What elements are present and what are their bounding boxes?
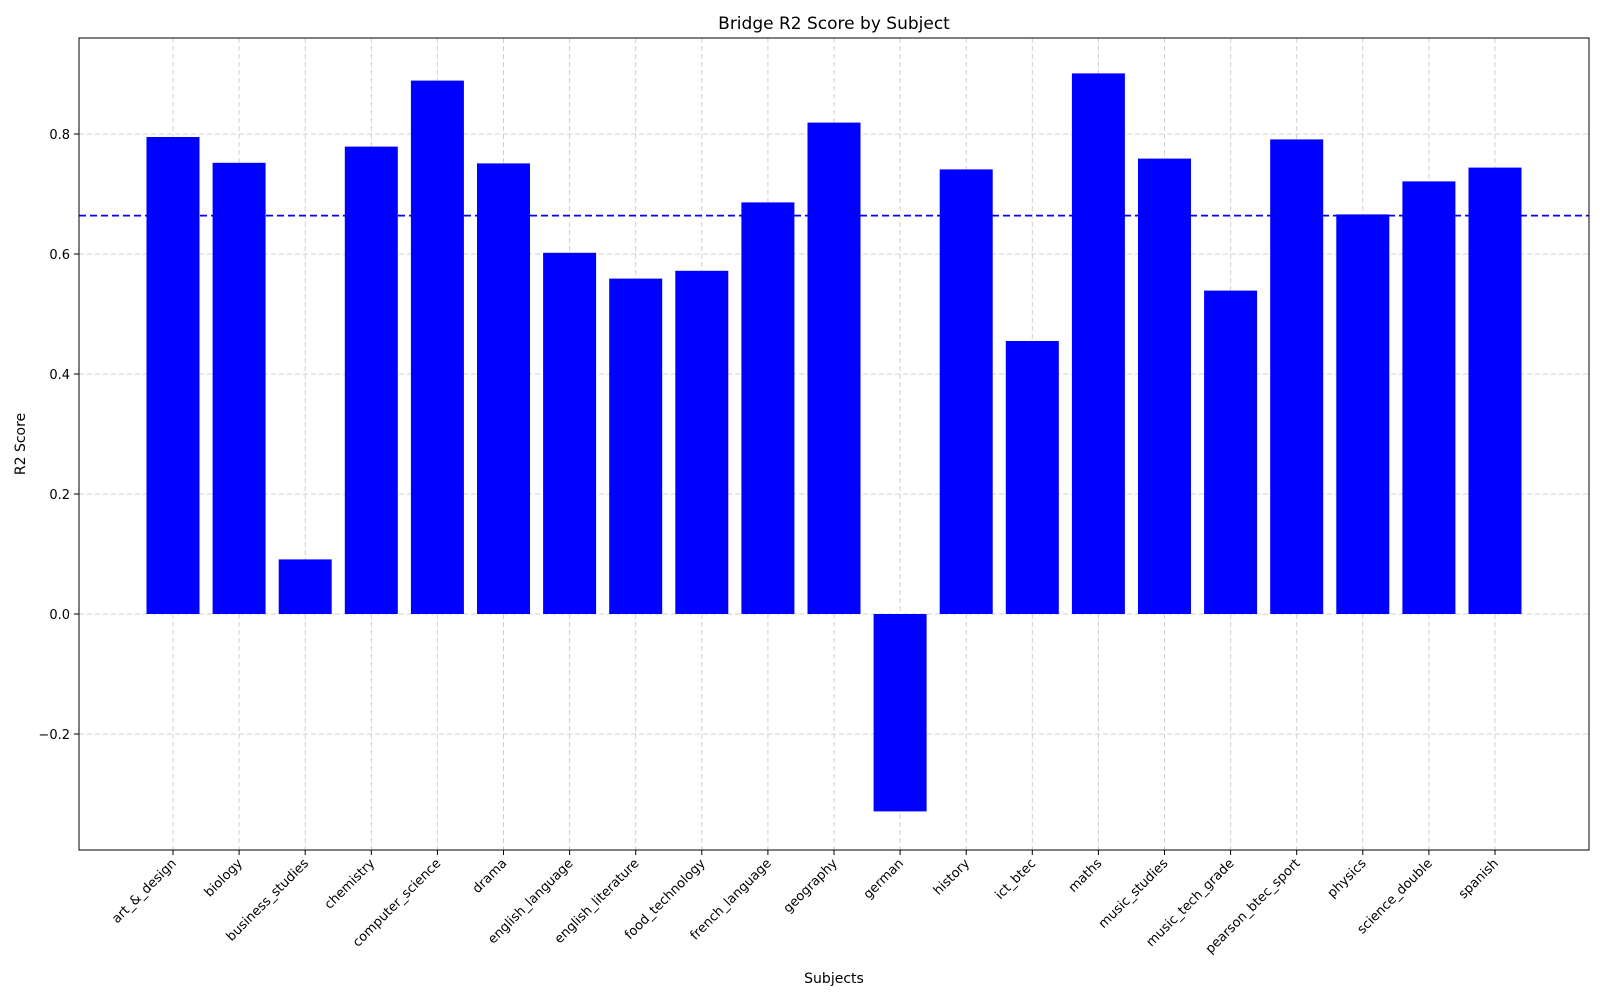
x-tick-label: physics (1325, 856, 1370, 901)
bar-maths (1071, 73, 1125, 614)
bar-art_&_design (146, 137, 200, 614)
x-tick-label: german (861, 856, 907, 902)
bar-spanish (1468, 167, 1522, 614)
x-tick-label: music_studies (1096, 856, 1172, 932)
bar-food_technology (675, 270, 729, 614)
x-tick-label: art_&_design (109, 856, 179, 926)
bar-english_language (543, 252, 597, 615)
bar-physics (1336, 214, 1390, 614)
y-tick-label: 0.0 (49, 608, 70, 623)
x-tick-label: ict_btec (993, 856, 1040, 903)
bar-computer_science (410, 80, 464, 615)
y-tick-label: 0.6 (49, 248, 70, 263)
bar-ict_btec (1005, 341, 1059, 614)
bar-french_language (741, 202, 795, 614)
x-tick-label: drama (470, 856, 510, 896)
chart-title: Bridge R2 Score by Subject (718, 14, 950, 34)
bar-business_studies (278, 559, 332, 614)
x-tick-label: history (931, 856, 973, 898)
bar-english_literature (609, 278, 663, 614)
y-tick-label: 0.4 (49, 368, 70, 383)
bar-music_tech_grade (1204, 290, 1258, 614)
bar-pearson_btec_sport (1270, 139, 1324, 614)
x-tick-label: maths (1066, 856, 1106, 896)
bar-geography (807, 122, 861, 614)
bar-music_studies (1138, 158, 1191, 614)
bar-german (873, 614, 927, 812)
x-axis-label: Subjects (804, 971, 864, 987)
y-tick-label: −0.2 (38, 728, 70, 743)
y-axis-ticks: −0.2 0.0 0.2 0.4 0.6 0.8 (38, 128, 79, 743)
x-tick-label: biology (202, 856, 246, 900)
bar-history (939, 169, 993, 614)
y-axis-label: R2 Score (13, 413, 29, 475)
bar-science_double (1402, 181, 1456, 614)
y-tick-label: 0.8 (49, 128, 70, 143)
x-tick-label: spanish (1456, 856, 1502, 902)
x-tick-label: chemistry (322, 856, 378, 912)
y-tick-label: 0.2 (49, 488, 70, 503)
bar-chemistry (344, 146, 398, 614)
bar-drama (477, 163, 530, 614)
x-tick-label: geography (781, 856, 841, 916)
bars (146, 73, 1522, 812)
bar-biology (212, 162, 266, 615)
